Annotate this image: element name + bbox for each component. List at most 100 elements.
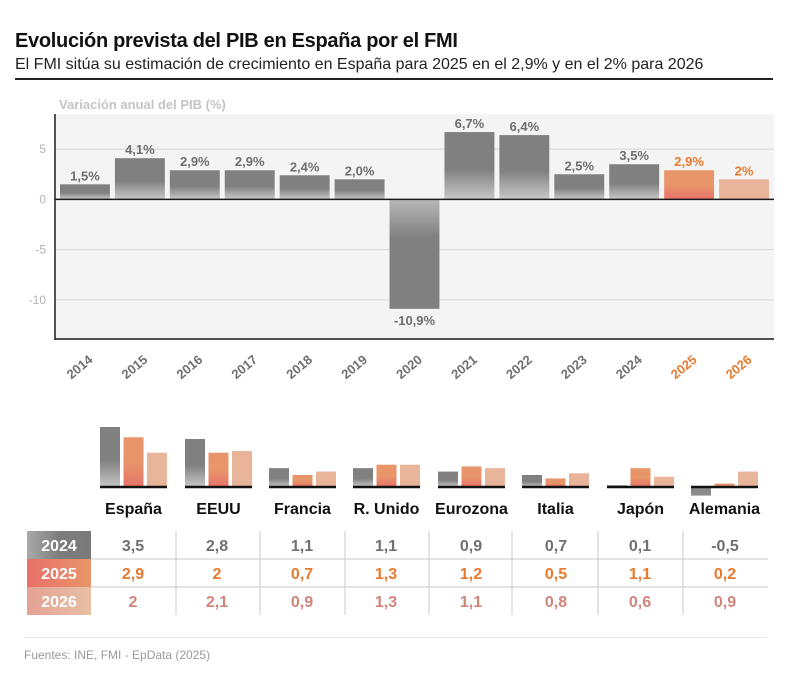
table-cell-R. Unido-2024: 1,1: [375, 538, 397, 555]
mini-bar-Eurozona-2026: [485, 468, 505, 487]
row-header-2026: [27, 587, 91, 615]
data-label-2019: 2,0%: [345, 163, 375, 178]
bar-2025: [664, 170, 715, 200]
x-tick-label-2015: 2015: [119, 352, 151, 382]
table-cell-Francia-2025: 0,7: [291, 566, 313, 583]
mini-bar-EEUU-2025: [208, 452, 229, 487]
table-cell-R. Unido-2026: 1,3: [375, 594, 397, 611]
x-tick-label-2025: 2025: [668, 352, 700, 382]
country-label: Italia: [537, 501, 574, 518]
x-tick-label-2019: 2019: [338, 352, 370, 382]
row-year-label: 2025: [41, 566, 77, 583]
table-cell-España-2026: 2: [129, 594, 138, 611]
table-cell-Alemania-2026: 0,9: [714, 594, 736, 611]
table-cell-EEUU-2025: 2: [213, 566, 222, 583]
bar-2016: [169, 170, 220, 200]
row-header-2024: [27, 531, 91, 559]
table-cell-Italia-2026: 0,8: [545, 594, 567, 611]
table-cell-EEUU-2024: 2,8: [206, 538, 228, 555]
table-cell-Eurozona-2026: 1,1: [460, 594, 482, 611]
mini-bar-Italia-2025: [545, 478, 566, 487]
country-label: Japón: [617, 501, 664, 518]
table-cell-EEUU-2026: 2,1: [206, 594, 228, 611]
mini-bar-Japón-2025: [630, 468, 651, 487]
table-cell-España-2024: 3,5: [122, 538, 144, 555]
country-label: España: [105, 501, 162, 518]
source-note: Fuentes: INE, FMI - EpData (2025): [24, 648, 211, 662]
table-cell-Japón-2026: 0,6: [629, 594, 651, 611]
x-tick-label-2018: 2018: [283, 352, 315, 382]
x-tick-label-2014: 2014: [64, 351, 96, 382]
data-label-2014: 1,5%: [70, 168, 100, 183]
mini-bar-R. Unido-2026: [400, 464, 420, 487]
row-year-label: 2026: [41, 594, 77, 611]
x-tick-label-2023: 2023: [558, 352, 590, 382]
table-cell-Italia-2024: 0,7: [545, 538, 567, 555]
country-label: Francia: [274, 501, 331, 518]
country-comparison-chart: España EEUU Francia R. Unido Eurozona Italia J…: [100, 427, 760, 518]
mini-bar-Francia-2026: [316, 471, 336, 487]
mini-bar-Japón-2026: [654, 476, 674, 487]
mini-bar-R. Unido-2024: [353, 468, 373, 487]
data-label-2024: 3,5%: [619, 148, 649, 163]
table-cell-Alemania-2025: 0,2: [714, 566, 736, 583]
mini-bar-Alemania-2025: [714, 483, 735, 487]
row-header-2025: [27, 559, 91, 587]
data-label-2026: 2%: [735, 163, 754, 178]
data-label-2017: 2,9%: [235, 154, 265, 169]
mini-bar-España-2026: [147, 452, 167, 487]
x-tick-label-2016: 2016: [174, 352, 206, 382]
mini-bar-Francia-2024: [269, 468, 289, 487]
x-tick-label-2020: 2020: [393, 352, 425, 382]
data-label-2022: 6,4%: [510, 119, 540, 134]
table-cell-Eurozona-2025: 1,2: [460, 566, 482, 583]
footer-divider: [24, 637, 767, 638]
bar-2015: [114, 158, 165, 200]
table-cell-Eurozona-2024: 0,9: [460, 538, 482, 555]
y-tick-label: 5: [39, 142, 46, 156]
mini-bar-España-2024: [100, 427, 120, 487]
chart-subtitle: El FMI sitúa su estimación de crecimient…: [15, 56, 704, 73]
mini-bar-Alemania-2024: [691, 487, 711, 496]
x-tick-label-2021: 2021: [448, 352, 480, 382]
mini-bar-EEUU-2024: [185, 439, 205, 487]
data-label-2021: 6,7%: [455, 116, 485, 131]
country-label: Alemania: [689, 501, 760, 518]
data-label-2023: 2,5%: [564, 158, 594, 173]
mini-bar-Eurozona-2024: [438, 471, 458, 487]
country-forecast-table: 2024 3,5 2,8 1,1 1,1 0,9 0,7 0,1 -0,5 2025 2,9 2 0,7…: [27, 531, 768, 615]
bar-2024: [609, 164, 660, 200]
bar-2018: [279, 175, 330, 200]
x-tick-label-2026: 2026: [723, 352, 755, 382]
y-tick-label: -10: [29, 293, 47, 307]
gdp-annual-bar-chart: Variación anual del PIB (%) 5 0 -5 -10 1,5%…: [29, 97, 774, 382]
table-cell-Francia-2024: 1,1: [291, 538, 313, 555]
data-label-2020: -10,9%: [394, 313, 436, 328]
country-label: EEUU: [196, 501, 240, 518]
table-cell-Francia-2026: 0,9: [291, 594, 313, 611]
mini-bar-Italia-2024: [522, 475, 542, 487]
data-label-2018: 2,4%: [290, 159, 320, 174]
bar-2023: [554, 174, 605, 200]
chart-title: Evolución prevista del PIB en España por…: [15, 30, 458, 52]
bar-2020: [389, 199, 440, 309]
table-cell-Italia-2025: 0,5: [545, 566, 567, 583]
table-cell-Japón-2025: 1,1: [629, 566, 651, 583]
data-label-2015: 4,1%: [125, 142, 155, 157]
mini-bar-EEUU-2026: [232, 451, 252, 487]
header-divider: [15, 78, 773, 80]
y-tick-label: -5: [35, 243, 46, 257]
data-label-2016: 2,9%: [180, 154, 210, 169]
bar-2017: [224, 170, 275, 200]
data-label-2025: 2,9%: [674, 154, 704, 169]
table-cell-Japón-2024: 0,1: [629, 538, 651, 555]
table-cell-Alemania-2024: -0,5: [711, 538, 739, 555]
country-label: Eurozona: [435, 501, 508, 518]
bar-2022: [499, 135, 550, 200]
mini-bar-Italia-2026: [569, 473, 589, 487]
bar-2019: [334, 179, 385, 200]
x-tick-label-2017: 2017: [228, 352, 260, 382]
mini-bar-España-2025: [123, 437, 144, 487]
mini-bar-R. Unido-2025: [376, 464, 397, 487]
